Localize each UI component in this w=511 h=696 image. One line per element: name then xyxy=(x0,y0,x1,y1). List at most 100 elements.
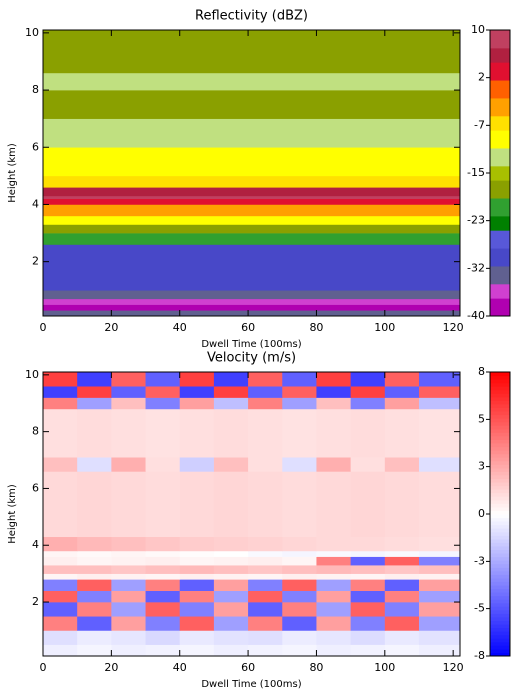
colorbar-tick-label: -23 xyxy=(467,214,485,227)
colorbar-swatch xyxy=(490,240,510,245)
heatmap-cell xyxy=(43,118,461,137)
colorbar-swatch xyxy=(490,453,510,458)
heatmap-cell xyxy=(43,644,78,657)
colorbar-swatch xyxy=(490,58,510,63)
heatmap-cell xyxy=(213,471,249,538)
heatmap-cell xyxy=(248,550,283,557)
colorbar-swatch xyxy=(490,51,510,56)
heatmap-cell xyxy=(43,565,78,574)
colorbar-swatch xyxy=(490,62,510,67)
heatmap-cell xyxy=(43,298,461,305)
heatmap-cell xyxy=(213,644,249,657)
heatmap-cell xyxy=(77,457,112,472)
heatmap-cell xyxy=(418,616,461,631)
y-tick-label: 2 xyxy=(32,255,39,268)
colorbar-swatch xyxy=(490,190,510,195)
y-tick-label: 2 xyxy=(32,595,39,608)
colorbar-swatch xyxy=(490,137,510,142)
heatmap-cell xyxy=(282,372,317,387)
colorbar-swatch xyxy=(490,418,510,423)
heatmap-cell xyxy=(248,644,283,657)
heatmap-cell xyxy=(179,565,215,574)
colorbar-swatch xyxy=(490,83,510,88)
heatmap-cell xyxy=(418,536,461,552)
heatmap-cell xyxy=(282,471,317,538)
colorbar-tick-label: 0 xyxy=(478,507,485,520)
heatmap-cell xyxy=(77,602,112,617)
colorbar-swatch xyxy=(490,435,510,440)
heatmap-cell xyxy=(350,579,386,591)
heatmap-cell xyxy=(384,565,420,574)
heatmap-cell xyxy=(213,408,249,458)
heatmap-cell xyxy=(43,397,78,410)
heatmap-cell xyxy=(418,579,461,591)
colorbar-swatch xyxy=(490,379,510,384)
chart-title: Reflectivity (dBZ) xyxy=(195,9,308,24)
heatmap-cell xyxy=(384,573,420,580)
heatmap-cell xyxy=(248,565,283,574)
colorbar-swatch xyxy=(490,616,510,621)
colorbar-swatch xyxy=(490,198,510,203)
colorbar-swatch xyxy=(490,265,510,271)
colorbar-swatch xyxy=(490,471,510,476)
heatmap-cell xyxy=(316,616,352,631)
heatmap-cell xyxy=(418,550,461,557)
colorbar-swatch xyxy=(490,233,510,238)
colorbar-swatch xyxy=(490,80,510,85)
colorbar-swatch xyxy=(490,147,510,153)
colorbar-swatch xyxy=(490,421,510,426)
colorbar-swatch xyxy=(490,403,510,408)
heatmap-cell xyxy=(418,565,461,574)
colorbar-swatch xyxy=(490,641,510,646)
colorbar-swatch xyxy=(490,574,510,579)
colorbar-swatch xyxy=(490,87,510,92)
heatmap-cell xyxy=(248,590,283,603)
colorbar-swatch xyxy=(490,428,510,433)
heatmap-cell xyxy=(111,602,147,617)
colorbar-swatch xyxy=(490,298,510,303)
colorbar-swatch xyxy=(490,169,510,174)
heatmap-cell xyxy=(43,215,461,225)
heatmap-cell xyxy=(145,616,181,631)
colorbar-swatch xyxy=(490,521,510,526)
colorbar-swatch xyxy=(490,105,510,110)
colorbar-swatch xyxy=(490,305,510,310)
heatmap-cell xyxy=(248,602,283,617)
colorbar-swatch xyxy=(490,556,510,561)
colorbar-swatch xyxy=(490,47,510,52)
heatmap-cell xyxy=(248,457,283,472)
colorbar-swatch xyxy=(490,514,510,519)
colorbar-swatch xyxy=(490,72,510,77)
colorbar-swatch xyxy=(490,119,510,124)
heatmap-cell xyxy=(350,457,386,472)
heatmap-cell xyxy=(282,590,317,603)
colorbar-swatch xyxy=(490,165,510,170)
colorbar-swatch xyxy=(490,634,510,639)
heatmap-cell xyxy=(248,397,283,410)
heatmap-cell xyxy=(350,536,386,552)
heatmap-cell xyxy=(43,556,78,566)
colorbar-swatch xyxy=(490,631,510,636)
heatmap-cell xyxy=(384,397,420,410)
heatmap-cell xyxy=(43,290,461,300)
heatmap-cell xyxy=(384,471,420,538)
heatmap-cell xyxy=(384,556,420,566)
colorbar-swatch xyxy=(490,308,510,313)
colorbar-swatch xyxy=(490,489,510,494)
y-tick-label: 10 xyxy=(25,368,39,381)
heatmap-cell xyxy=(350,590,386,603)
heatmap-cell xyxy=(350,556,386,566)
heatmap-cell xyxy=(43,536,78,552)
colorbar-swatch xyxy=(490,599,510,604)
heatmap-cell xyxy=(316,536,352,552)
colorbar-swatch xyxy=(490,549,510,554)
heatmap-cell xyxy=(282,602,317,617)
colorbar-swatch xyxy=(490,386,510,391)
colorbar-swatch xyxy=(490,567,510,572)
heatmap-cell xyxy=(418,397,461,410)
colorbar-swatch xyxy=(490,115,510,120)
heatmap-cell xyxy=(111,471,147,538)
heatmap-cell xyxy=(418,471,461,538)
colorbar-swatch xyxy=(490,638,510,643)
heatmap-cell xyxy=(316,397,352,410)
